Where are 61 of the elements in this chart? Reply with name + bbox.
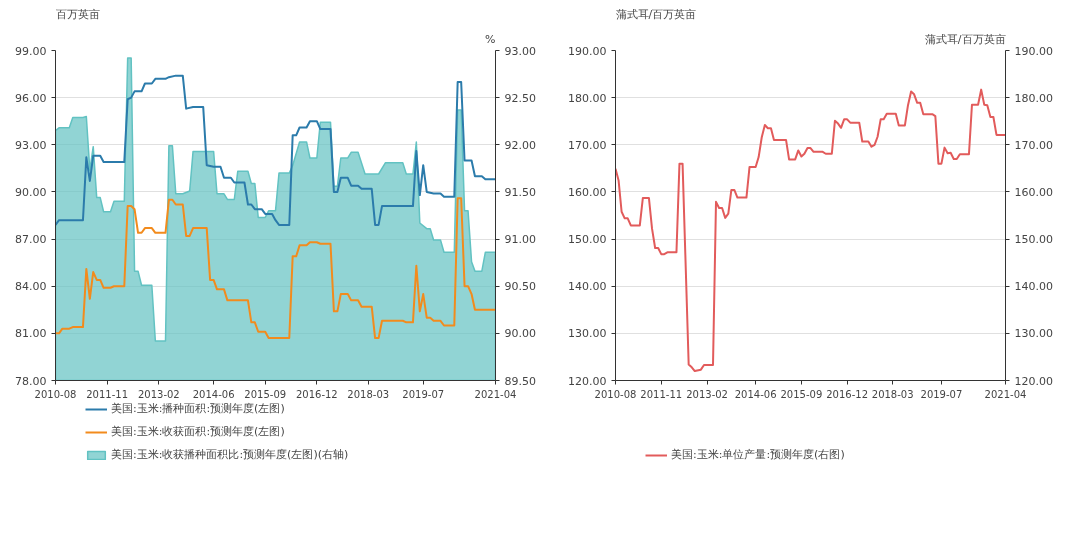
- x-tick-label: 2013-02: [137, 388, 180, 400]
- legend-label: 美国:玉米:单位产量:预测年度(右图): [671, 447, 845, 462]
- y2-tick-label: 140.00: [1014, 280, 1053, 294]
- x-tick-label: 2016-12: [295, 388, 338, 400]
- y2-tick-label: 89.50: [504, 374, 536, 388]
- x-tick-label: 2011-11: [640, 388, 683, 400]
- y-tick-label: 81.00: [15, 327, 47, 341]
- y-tick-label: 130.00: [568, 327, 607, 341]
- x-tick-label: 2018-03: [347, 388, 390, 400]
- y-tick-label: 160.00: [568, 185, 607, 199]
- y-tick-label: 78.00: [15, 374, 47, 388]
- y-tick-label: 170.00: [568, 138, 607, 152]
- legend-label: 美国:玉米:收获播种面积比:预测年度(左图)(右轴): [111, 447, 349, 462]
- y-tick-label: 87.00: [15, 233, 47, 247]
- y2-tick-label: 160.00: [1014, 185, 1053, 199]
- y-tick-label: 84.00: [15, 280, 47, 294]
- x-tick-label: 2014-06: [734, 388, 777, 400]
- x-tick-label: 2018-03: [871, 388, 914, 400]
- y2-tick-label: 91.00: [504, 233, 536, 247]
- x-tick-label: 2014-06: [192, 388, 235, 400]
- y2-tick-label: 120.00: [1014, 374, 1053, 388]
- y2-tick-label: 170.00: [1014, 138, 1053, 152]
- y-axis-title: 百万英亩: [55, 7, 100, 21]
- y-axis-title: 蒲式耳/百万英亩: [615, 7, 697, 21]
- y2-tick-label: 92.00: [504, 138, 536, 152]
- y-tick-label: 120.00: [568, 374, 607, 388]
- x-tick-label: 2021-04: [474, 388, 517, 400]
- line-series: [615, 88, 1006, 373]
- x-tick-label: 2011-11: [86, 388, 129, 400]
- y2-axis-title: %: [485, 32, 496, 46]
- legend-label: 美国:玉米:播种面积:预测年度(左图): [111, 401, 285, 416]
- y2-tick-label: 150.00: [1014, 233, 1053, 247]
- x-tick-label: 2019-07: [402, 388, 445, 400]
- x-tick-label: 2015-09: [780, 388, 823, 400]
- x-tick-label: 2016-12: [826, 388, 869, 400]
- y2-tick-label: 130.00: [1014, 327, 1053, 341]
- y-tick-label: 90.00: [15, 185, 47, 199]
- y-tick-label: 99.00: [15, 44, 47, 58]
- y2-tick-label: 90.00: [504, 327, 536, 341]
- y2-tick-label: 91.50: [504, 185, 536, 199]
- x-tick-label: 2021-04: [984, 388, 1027, 400]
- y-tick-label: 96.00: [15, 91, 47, 105]
- x-tick-label: 2019-07: [920, 388, 963, 400]
- y2-tick-label: 93.00: [504, 44, 536, 58]
- y-tick-label: 150.00: [568, 233, 607, 247]
- y2-axis-title: 蒲式耳/百万英亩: [924, 32, 1006, 46]
- x-tick-label: 2015-09: [244, 388, 287, 400]
- x-tick-label: 2013-02: [686, 388, 728, 400]
- y-tick-label: 180.00: [568, 91, 607, 105]
- y-tick-label: 140.00: [568, 280, 607, 294]
- y-tick-label: 190.00: [568, 44, 607, 58]
- legend-label: 美国:玉米:收获面积:预测年度(左图): [111, 424, 285, 439]
- y2-tick-label: 92.50: [504, 91, 536, 105]
- x-tick-label: 2010-08: [34, 388, 77, 400]
- y2-tick-label: 180.00: [1014, 91, 1053, 105]
- y2-tick-label: 90.50: [504, 280, 536, 294]
- line-series: [55, 197, 496, 340]
- y2-tick-label: 190.00: [1014, 44, 1053, 58]
- x-tick-label: 2010-08: [594, 388, 637, 400]
- y-tick-label: 93.00: [15, 138, 47, 152]
- line-series: [55, 74, 496, 226]
